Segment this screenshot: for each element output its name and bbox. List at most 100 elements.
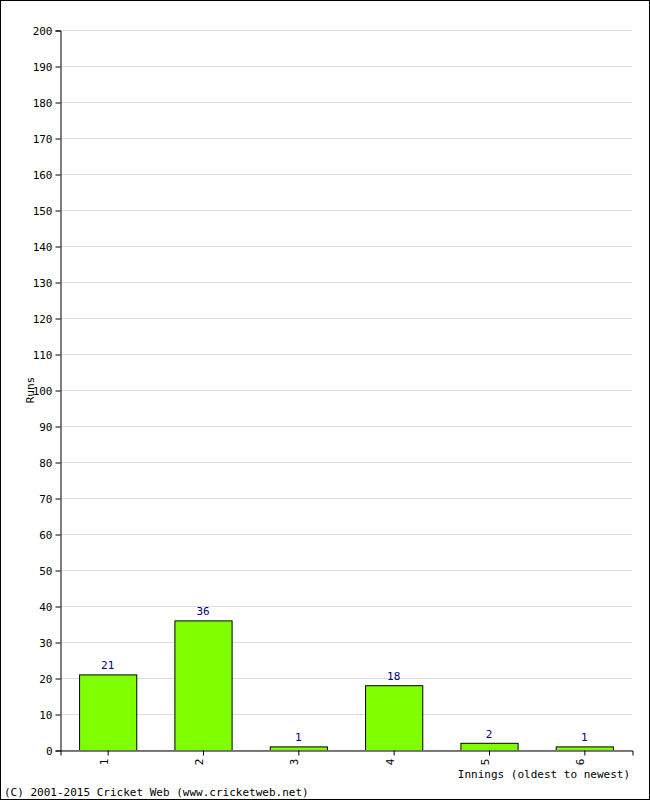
background — [1, 1, 650, 800]
y-tick-mark — [56, 751, 61, 752]
data-label: 1 — [581, 731, 588, 744]
y-tick-label: 10 — [39, 709, 52, 722]
x-tick-label: 4 — [384, 758, 397, 765]
bar — [461, 743, 518, 750]
y-tick: 150 — [33, 205, 61, 218]
grid — [60, 31, 632, 751]
y-tick-mark — [56, 463, 61, 464]
y-tick: 70 — [39, 493, 60, 506]
y-tick-mark — [56, 715, 61, 716]
data-label: 18 — [387, 670, 400, 683]
x-tick: 2 — [193, 751, 206, 766]
y-tick: 170 — [33, 133, 61, 146]
grid-line — [60, 606, 632, 607]
grid-line — [60, 354, 632, 355]
y-tick-mark — [56, 355, 61, 356]
y-tick-label: 200 — [33, 25, 53, 38]
y-tick-label: 30 — [39, 637, 52, 650]
x-tick-mark — [489, 751, 490, 756]
y-tick-mark — [56, 31, 61, 32]
y-tick-label: 0 — [46, 745, 53, 758]
y-tick-mark — [56, 643, 61, 644]
grid-line — [60, 210, 632, 211]
grid-line — [60, 30, 632, 31]
y-tick-label: 160 — [33, 169, 53, 182]
y-tick-mark — [56, 175, 61, 176]
y-tick: 60 — [39, 529, 60, 542]
y-tick-label: 130 — [33, 277, 53, 290]
x-axis: 1 2 3 4 5 6 — [61, 751, 633, 766]
y-tick-label: 170 — [33, 133, 53, 146]
data-labels: 213611821 — [101, 605, 588, 744]
y-tick-mark — [56, 67, 61, 68]
y-tick: 110 — [33, 349, 61, 362]
grid-line — [60, 138, 632, 139]
grid-line — [60, 534, 632, 535]
y-tick: 160 — [33, 169, 61, 182]
y-tick-mark — [56, 535, 61, 536]
y-tick-label: 20 — [39, 673, 52, 686]
x-tick-mark — [394, 751, 395, 756]
grid-line — [60, 318, 632, 319]
y-tick-label: 110 — [33, 349, 53, 362]
x-tick-mark — [584, 751, 585, 756]
y-tick-mark — [56, 247, 61, 248]
x-tick-mark — [298, 751, 299, 756]
x-axis-line — [61, 751, 633, 756]
x-tick: 6 — [574, 751, 587, 766]
data-label: 36 — [196, 605, 209, 618]
bar — [366, 686, 423, 750]
y-tick-mark — [56, 571, 61, 572]
y-tick: 50 — [39, 565, 60, 578]
x-tick-label: 6 — [574, 759, 587, 766]
grid-line — [60, 678, 632, 679]
y-axis-title: Runs — [24, 377, 37, 404]
y-tick: 10 — [39, 709, 60, 722]
x-tick-label: 2 — [193, 759, 206, 766]
x-tick-label: 1 — [98, 759, 111, 766]
y-tick-mark — [56, 499, 61, 500]
y-tick-mark — [56, 427, 61, 428]
grid-line — [60, 462, 632, 463]
data-label: 1 — [295, 731, 302, 744]
grid-line — [60, 642, 632, 643]
data-label: 21 — [101, 659, 114, 672]
y-tick: 30 — [39, 637, 60, 650]
grid-line — [60, 498, 632, 499]
y-tick-label: 90 — [39, 421, 52, 434]
chart: 2136118210102030405060708090100110120130… — [0, 0, 650, 800]
y-tick-mark — [56, 103, 61, 104]
y-tick-label: 70 — [39, 493, 52, 506]
grid-line — [60, 426, 632, 427]
grid-line — [60, 282, 632, 283]
bars — [80, 621, 614, 750]
grid-line — [60, 66, 632, 67]
grid-line — [60, 390, 632, 391]
grid-line — [60, 102, 632, 103]
y-tick-mark — [56, 139, 61, 140]
bar — [270, 747, 327, 750]
y-tick: 180 — [33, 97, 61, 110]
x-axis-title: Innings (oldest to newest) — [458, 768, 630, 781]
annotations: (C) 2001-2015 Cricket Web (www.cricketwe… — [4, 786, 309, 799]
grid-line — [60, 714, 632, 715]
y-tick-label: 50 — [39, 565, 52, 578]
y-tick: 20 — [39, 673, 60, 686]
plot: 2136118210102030405060708090100110120130… — [33, 25, 633, 766]
bar — [80, 675, 137, 750]
y-tick-label: 60 — [39, 529, 52, 542]
y-tick-label: 180 — [33, 97, 53, 110]
data-label: 2 — [486, 728, 493, 741]
y-tick: 40 — [39, 601, 60, 614]
y-tick: 190 — [33, 61, 61, 74]
y-tick-mark — [56, 211, 61, 212]
x-tick: 3 — [288, 751, 301, 766]
y-axis-line — [56, 31, 62, 751]
x-tick-mark — [108, 751, 109, 756]
x-tick: 4 — [384, 751, 397, 766]
y-tick-label: 120 — [33, 313, 53, 326]
y-tick: 140 — [33, 241, 61, 254]
y-tick-label: 140 — [33, 241, 53, 254]
x-tick: 5 — [479, 751, 492, 766]
x-tick-mark — [203, 751, 204, 756]
